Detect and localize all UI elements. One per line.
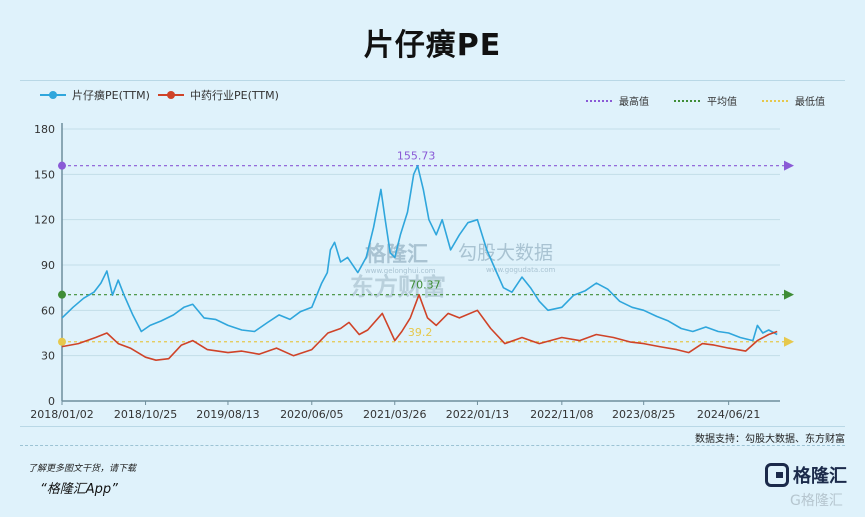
legend-swatch-dot xyxy=(167,91,175,99)
x-tick-label: 2021/03/26 xyxy=(363,408,426,421)
pe-line-chart: 片仔癀PE(TTM) 中药行业PE(TTM) 最高值 平均值 最低值 格隆汇www.ge… xyxy=(30,88,825,421)
data-source-note: 数据支持：勾股大数据、东方财富 xyxy=(695,434,845,445)
y-tick-label: 30 xyxy=(41,350,55,363)
reference-start-dot xyxy=(58,161,66,170)
x-tick-label: 2019/08/13 xyxy=(196,408,259,421)
reference-lines: 155.73 70.37 39.2 xyxy=(58,150,794,347)
axes-layer: 0 30 60 90 120 150 180 2018/01/02 2018/10/25 2019… xyxy=(30,123,780,421)
legend-ref-label: 最高值 xyxy=(619,95,649,108)
y-tick-label: 0 xyxy=(48,395,55,408)
footer-hint: 了解更多图文干货，请下载 xyxy=(28,464,137,474)
reference-value-label: 39.2 xyxy=(408,326,433,339)
x-tick-label: 2018/01/02 xyxy=(30,408,93,421)
reference-end-arrow xyxy=(784,160,794,171)
legend-swatch-dot xyxy=(49,91,57,99)
legend-ref-label: 平均值 xyxy=(707,95,737,108)
legend-ref-label: 最低值 xyxy=(795,95,825,108)
series-line xyxy=(61,164,778,342)
x-tick-label: 2022/11/08 xyxy=(530,408,593,421)
y-tick-label: 60 xyxy=(41,304,55,317)
brand-logo: 格隆汇 xyxy=(765,462,847,488)
y-tick-label: 150 xyxy=(34,168,55,181)
watermark-brand-b: 勾股大数据 xyxy=(458,242,553,264)
grid-layer xyxy=(62,128,780,402)
brand-name: 格隆汇 xyxy=(793,466,847,487)
series-layer xyxy=(61,164,778,362)
reference-start-dot xyxy=(58,337,66,346)
y-tick-label: 90 xyxy=(41,259,55,272)
footer-app-name[interactable]: “格隆汇App” xyxy=(40,482,118,497)
watermark-brand-a: 格隆汇 xyxy=(365,242,428,266)
brand-watermark: G格隆汇 xyxy=(790,493,843,509)
page-title: 片仔癀PE xyxy=(363,28,502,63)
footer-divider xyxy=(20,445,845,446)
x-tick-label: 2022/01/13 xyxy=(446,408,509,421)
reference-end-arrow xyxy=(784,289,794,300)
chart-frame: 片仔癀PE(TTM) 中药行业PE(TTM) 最高值 平均值 最低值 格隆汇 www.ge… xyxy=(20,80,845,427)
y-tick-label: 120 xyxy=(34,214,55,227)
x-tick-label: 2024/06/21 xyxy=(697,408,760,421)
series-line xyxy=(61,293,778,362)
legend: 片仔癀PE(TTM) 中药行业PE(TTM) 最高值 平均值 最低值 xyxy=(40,88,825,108)
x-tick-label: 2020/06/05 xyxy=(280,408,343,421)
legend-label: 片仔癀PE(TTM) xyxy=(72,88,150,102)
x-tick-label: 2018/10/25 xyxy=(114,408,177,421)
watermark-brand-b-url: www.gogudata.com xyxy=(486,266,555,274)
y-tick-label: 180 xyxy=(34,123,55,136)
watermark-brand-a-url: www.gelonghui.com xyxy=(365,267,436,275)
reference-start-dot xyxy=(58,290,66,299)
brand-mark-icon xyxy=(765,463,789,487)
reference-end-arrow xyxy=(784,336,794,347)
watermark-brand-c: 东方财富 xyxy=(350,273,446,301)
x-tick-label: 2023/08/25 xyxy=(612,408,675,421)
legend-label: 中药行业PE(TTM) xyxy=(190,89,279,102)
reference-value-label: 155.73 xyxy=(397,150,436,163)
reference-value-label: 70.37 xyxy=(409,279,441,292)
